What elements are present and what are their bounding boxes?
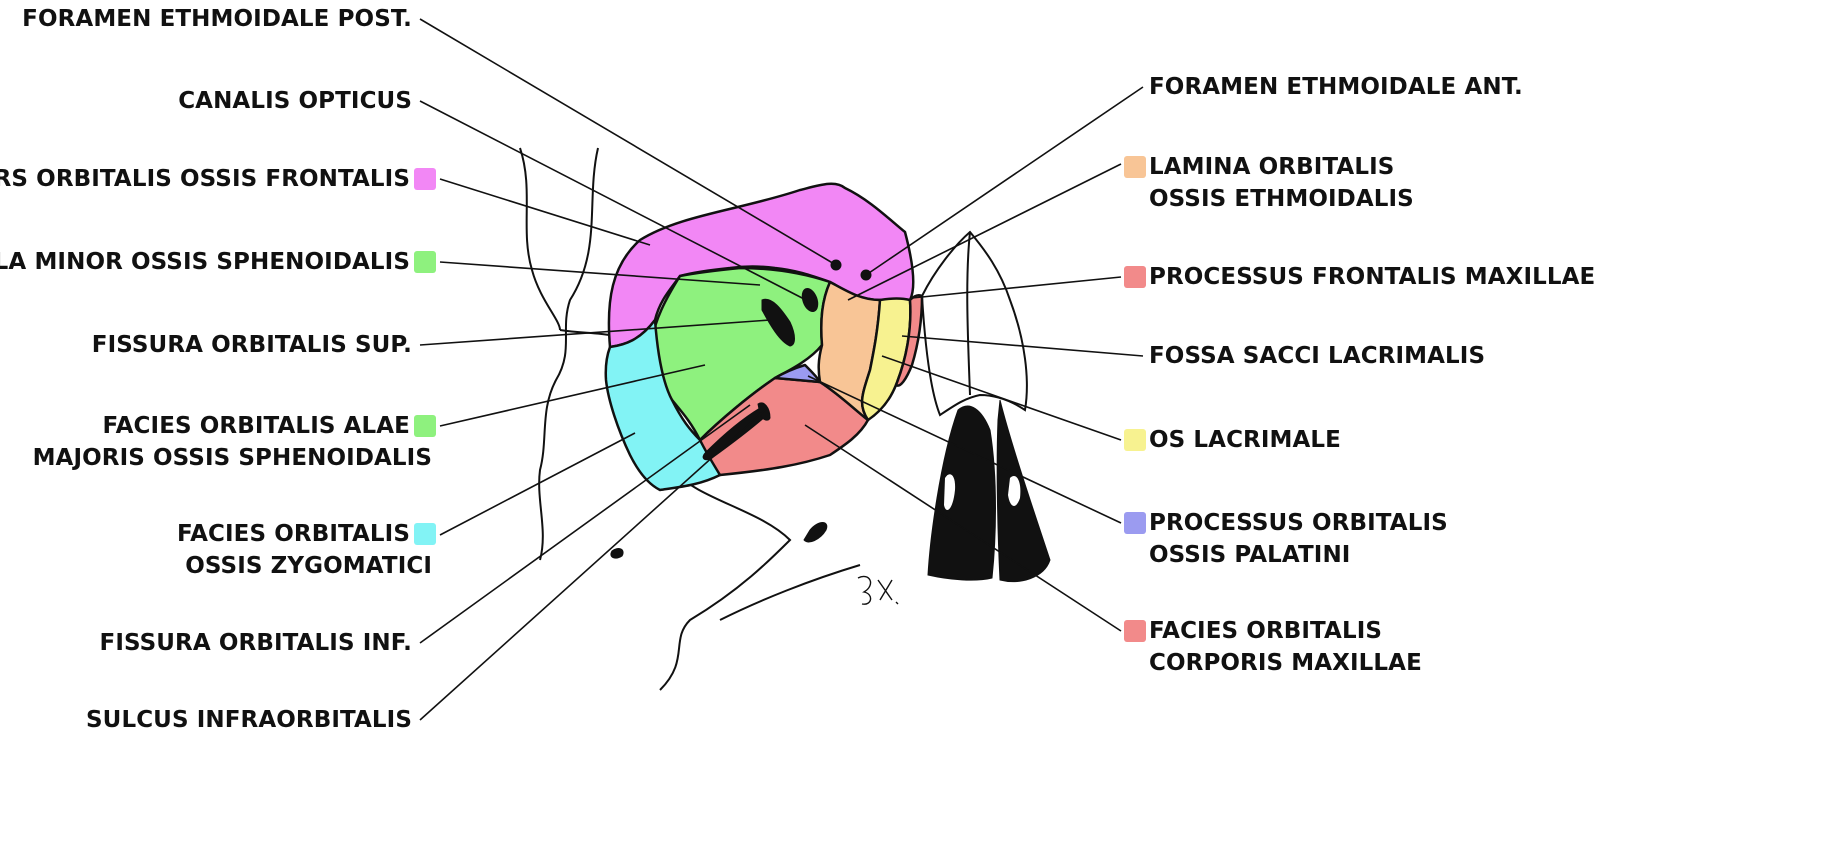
label-text: PROCESSUS FRONTALIS MAXILLAE <box>1149 264 1596 290</box>
label-facies-orbitalis-corporis-maxillae: FACIES ORBITALIS CORPORIS MAXILLAE <box>1149 615 1422 679</box>
label-foramen-ethmoidale-ant: FORAMEN ETHMOIDALE ANT. <box>1149 71 1523 103</box>
leader-facies-alae-majoris <box>439 364 706 427</box>
label-os-lacrimale: OS LACRIMALE <box>1149 424 1341 456</box>
leader-foramen-ethmoidale-post <box>419 18 837 266</box>
label-text: FORAMEN ETHMOIDALE POST. <box>22 6 412 32</box>
small-foramen-2 <box>610 548 624 559</box>
label-text: FACIES ORBITALIS <box>176 521 410 547</box>
swatch-frontal <box>414 168 436 190</box>
leader-fissura-inf <box>419 404 751 644</box>
leader-facies-maxillae <box>804 424 1122 632</box>
label-ala-minor-ossis-sphenoidalis: ALA MINOR OSSIS SPHENOIDALIS <box>0 246 410 278</box>
swatch-maxilla <box>1124 620 1146 642</box>
label-lamina-orbitalis-ossis-ethmoidalis: LAMINA ORBITALIS OSSIS ETHMOIDALIS <box>1149 151 1414 215</box>
label-pars-orbitalis-ossis-frontalis: PARS ORBITALIS OSSIS FRONTALIS <box>0 163 410 195</box>
leader-foramen-ethmoidale-ant <box>865 86 1144 276</box>
label-text: CANALIS OPTICUS <box>178 88 412 114</box>
sketch-line <box>538 147 599 561</box>
label-facies-orbitalis-ossis-zygomatici: FACIES ORBITALIS OSSIS ZYGOMATICI <box>176 518 432 582</box>
swatch-sphenoid-minor <box>414 251 436 273</box>
label-text: ALA MINOR OSSIS SPHENOIDALIS <box>0 249 410 275</box>
leader-lamina-orbitalis <box>847 163 1122 301</box>
swatch-ethmoid <box>1124 156 1146 178</box>
artist-signature <box>857 575 899 605</box>
sketch-line <box>719 564 861 621</box>
label-text: FORAMEN ETHMOIDALE ANT. <box>1149 74 1523 100</box>
leader-canalis-opticus <box>419 100 807 301</box>
leader-sulcus <box>419 409 766 721</box>
leader-zygomatic <box>439 432 636 536</box>
swatch-sphenoid-major <box>414 415 436 437</box>
leader-fossa-sacci <box>901 335 1144 357</box>
nasal-cavity-left <box>927 405 996 581</box>
label-text: FACIES ORBITALIS ALAE <box>102 413 410 439</box>
sketch-line <box>519 147 561 331</box>
label-text: FISSURA ORBITALIS INF. <box>99 630 412 656</box>
label-text: OSSIS ZYGOMATICI <box>185 553 432 579</box>
label-text: LAMINA ORBITALIS <box>1149 154 1395 180</box>
leader-processus-frontalis <box>911 276 1122 299</box>
label-canalis-opticus: CANALIS OPTICUS <box>178 85 412 117</box>
canalis-opticus-hole <box>801 287 819 313</box>
label-text: FACIES ORBITALIS <box>1149 618 1383 644</box>
label-text: FISSURA ORBITALIS SUP. <box>91 332 412 358</box>
label-text: MAJORIS OSSIS SPHENOIDALIS <box>32 445 432 471</box>
label-text: PROCESSUS ORBITALIS <box>1149 510 1448 536</box>
swatch-lacrimal <box>1124 429 1146 451</box>
label-text: FOSSA SACCI LACRIMALIS <box>1149 343 1486 369</box>
region-processus-frontalis <box>894 293 924 387</box>
label-text: PARS ORBITALIS OSSIS FRONTALIS <box>0 166 410 192</box>
label-processus-orbitalis-ossis-palatini: PROCESSUS ORBITALIS OSSIS PALATINI <box>1149 507 1448 571</box>
label-text: OSSIS PALATINI <box>1149 542 1351 568</box>
label-text: OSSIS ETHMOIDALIS <box>1149 186 1414 212</box>
swatch-processus-frontalis <box>1124 266 1146 288</box>
fissura-orbitalis-sup-shape <box>761 298 795 347</box>
label-fissura-orbitalis-sup: FISSURA ORBITALIS SUP. <box>92 329 412 361</box>
nasal-cavity-right <box>996 399 1051 583</box>
label-facies-orbitalis-alae-majoris: FACIES ORBITALIS ALAE MAJORIS OSSIS SPHE… <box>33 410 432 474</box>
region-maxilla <box>698 376 870 477</box>
leader-pars-orbitalis <box>439 178 651 246</box>
label-text: OS LACRIMALE <box>1149 427 1341 453</box>
label-fossa-sacci-lacrimalis: FOSSA SACCI LACRIMALIS <box>1149 340 1485 372</box>
label-text: CORPORIS MAXILLAE <box>1149 650 1422 676</box>
sketch-line <box>659 469 792 691</box>
leader-ala-minor <box>439 261 761 286</box>
label-processus-frontalis-maxillae: PROCESSUS FRONTALIS MAXILLAE <box>1149 261 1595 293</box>
leader-fissura-sup <box>419 319 771 346</box>
nasal-bone-outline <box>920 230 1028 417</box>
label-sulcus-infraorbitalis: SULCUS INFRAORBITALIS <box>86 704 412 736</box>
label-text: SULCUS INFRAORBITALIS <box>86 707 412 733</box>
leader-palatine <box>807 375 1122 524</box>
nasal-highlight <box>944 474 956 510</box>
nasal-septum-line <box>966 231 971 396</box>
label-foramen-ethmoidale-post: FORAMEN ETHMOIDALE POST. <box>22 3 412 35</box>
small-foramen <box>803 522 828 543</box>
leader-os-lacrimale <box>881 355 1122 441</box>
swatch-palatine <box>1124 512 1146 534</box>
swatch-zygomatic <box>414 523 436 545</box>
nasal-highlight <box>1008 476 1021 506</box>
label-fissura-orbitalis-inf: FISSURA ORBITALIS INF. <box>100 627 412 659</box>
